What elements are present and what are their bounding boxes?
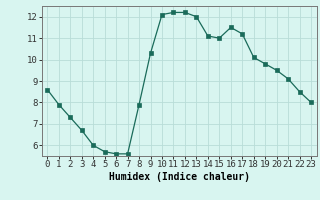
X-axis label: Humidex (Indice chaleur): Humidex (Indice chaleur): [109, 172, 250, 182]
